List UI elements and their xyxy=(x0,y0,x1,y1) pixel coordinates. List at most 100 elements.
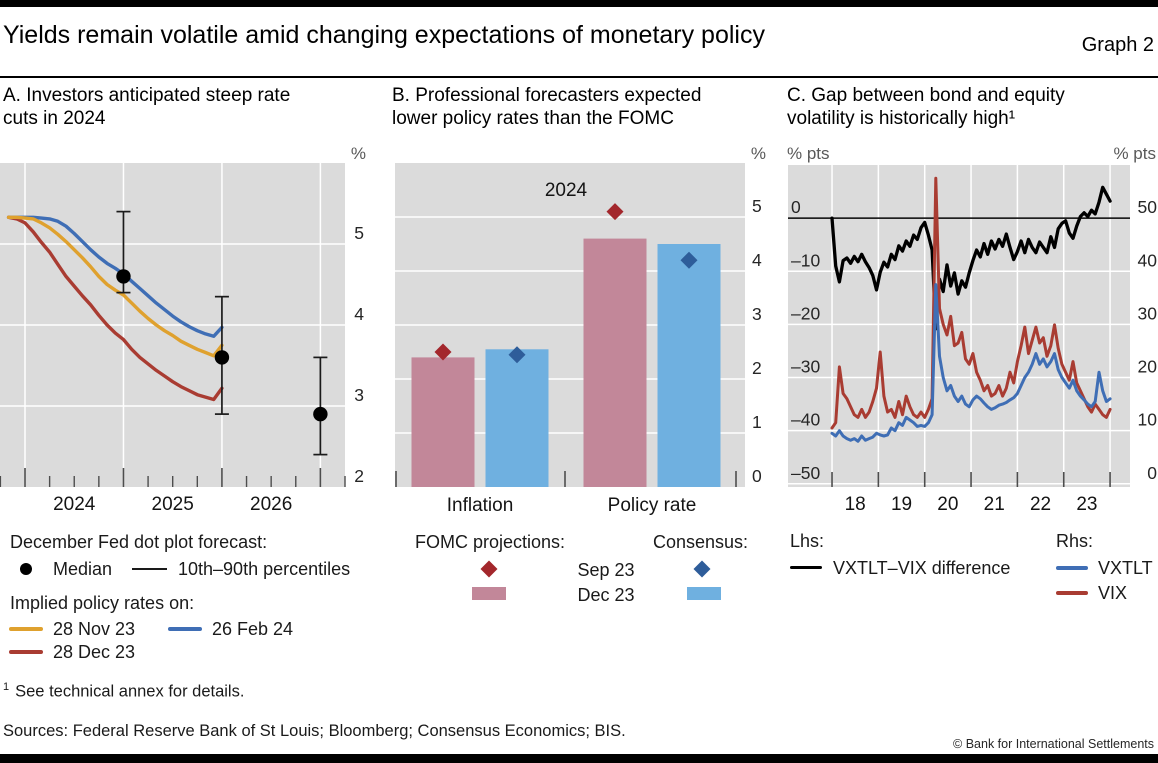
x-axis-label: 18 xyxy=(845,494,866,515)
y-axis-label: 2 xyxy=(752,358,762,378)
diamond-inflation-fomc-projections-sep-23 xyxy=(434,343,452,361)
y-axis-label-left: –30 xyxy=(791,357,820,377)
panel-c-plot-area xyxy=(788,165,1130,487)
y-axis-label: 5 xyxy=(354,223,364,243)
legend-a-median-label: Median xyxy=(53,559,113,579)
footnote-text: See technical annex for details. xyxy=(15,682,245,701)
bar-inflation-consensus-dec-23 xyxy=(485,349,549,487)
bar-policy-rate-fomc-projections-dec-23 xyxy=(583,238,647,487)
legend-c-rhs-heading: Rhs: xyxy=(1056,531,1094,551)
diamond-inflation-consensus-sep-23 xyxy=(508,346,526,364)
y-axis-label-left: 0 xyxy=(791,197,801,217)
legend-a-feb24-label: 26 Feb 24 xyxy=(212,619,294,639)
panel-c-title-line1: C. Gap between bond and equity xyxy=(787,85,1065,106)
footnote-marker: 1 xyxy=(3,681,10,693)
consensus-dec23-bar-icon xyxy=(687,587,721,600)
sources-line: Sources: Federal Reserve Bank of St Loui… xyxy=(3,722,626,740)
fomc-dec23-bar-icon xyxy=(472,587,506,600)
y-axis-label: 1 xyxy=(752,412,762,432)
series-26-feb-24 xyxy=(6,215,224,338)
fed-dot-median xyxy=(116,269,131,284)
legend-a-dec23-label: 28 Dec 23 xyxy=(53,642,136,662)
y-axis-label-left: –40 xyxy=(791,410,820,430)
vxtlt-line-icon xyxy=(1056,566,1088,570)
y-axis-label: 3 xyxy=(354,385,364,405)
y-axis-label: 3 xyxy=(752,304,762,324)
fed-dot-median xyxy=(214,350,230,365)
y-axis-label: 4 xyxy=(752,250,762,270)
panel-a-title: A. Investors anticipated steep rate cuts… xyxy=(3,84,373,130)
year-annotation: 2024 xyxy=(545,180,588,201)
y-axis-label-right: 40 xyxy=(1138,250,1158,270)
y-axis-label: 2 xyxy=(354,466,364,486)
legend-b-consensus-heading: Consensus: xyxy=(653,532,749,552)
nov23-line-icon xyxy=(9,627,43,631)
fed-dot-median xyxy=(313,406,328,422)
legend-a-dotplot-heading: December Fed dot plot forecast: xyxy=(10,532,268,552)
category-label: Policy rate xyxy=(608,495,697,516)
y-axis-label-left: –20 xyxy=(791,303,820,323)
median-dot-icon xyxy=(20,563,32,575)
series-28-nov-23 xyxy=(6,215,224,358)
x-axis-label: 23 xyxy=(1076,494,1097,515)
footnote: 1 See technical annex for details. xyxy=(3,681,244,702)
panel-c-title-line2: volatility is historically high¹ xyxy=(787,108,1016,129)
x-axis-label: 2025 xyxy=(152,494,194,515)
copyright-notice: © Bank for International Settlements xyxy=(953,737,1154,751)
y-axis-label-left: –50 xyxy=(791,463,820,483)
percentile-line-icon xyxy=(132,568,167,570)
x-axis-label: 22 xyxy=(1030,494,1051,515)
diamond-policy-rate-consensus-sep-23 xyxy=(680,251,698,269)
series-vxtlt xyxy=(830,283,1112,443)
bar-inflation-fomc-projections-dec-23 xyxy=(411,357,475,487)
y-axis-label-right: 50 xyxy=(1138,197,1158,217)
series-28-dec-23 xyxy=(6,215,224,402)
graph-number-label: Graph 2 xyxy=(1081,34,1154,56)
panel-c-unit-right-label: % pts xyxy=(1113,144,1156,163)
panel-b-title: B. Professional forecasters expected low… xyxy=(392,84,762,130)
legend-a-implied-heading: Implied policy rates on: xyxy=(10,593,195,613)
y-axis-label-right: 30 xyxy=(1138,303,1158,323)
legend-b-dec23-label: Dec 23 xyxy=(577,585,635,605)
top-border xyxy=(0,0,1158,7)
panel-b-unit-label: % xyxy=(750,144,766,163)
y-axis-label-right: 20 xyxy=(1138,357,1158,377)
header-divider xyxy=(0,76,1158,78)
category-label: Inflation xyxy=(447,495,514,516)
y-axis-label: 5 xyxy=(752,196,762,216)
y-axis-label: 0 xyxy=(752,466,762,486)
legend-c-difference-label: VXTLT–VIX difference xyxy=(833,558,1011,578)
feb24-line-icon xyxy=(168,627,202,631)
legend-c-vix-label: VIX xyxy=(1098,583,1128,603)
x-axis-label: 20 xyxy=(937,494,958,515)
x-axis-label: 2026 xyxy=(250,494,292,515)
y-axis-label: 4 xyxy=(354,304,364,324)
legend-a-percentiles-label: 10th–90th percentiles xyxy=(178,559,351,579)
bar-policy-rate-consensus-dec-23 xyxy=(657,244,721,487)
x-axis-label: 19 xyxy=(891,494,912,515)
page-title: Yields remain volatile amid changing exp… xyxy=(3,21,765,49)
legend-b-fomc-heading: FOMC projections: xyxy=(415,532,566,552)
series-vix xyxy=(830,176,1112,430)
x-axis-label: 21 xyxy=(984,494,1005,515)
diamond-policy-rate-fomc-projections-sep-23 xyxy=(606,203,624,221)
panel-a-title-line1: A. Investors anticipated steep rate xyxy=(3,85,291,106)
legend-b-sep23-label: Sep 23 xyxy=(577,560,635,580)
panel-b-title-line1: B. Professional forecasters expected xyxy=(392,85,702,106)
legend-c-lhs-heading: Lhs: xyxy=(790,531,825,551)
y-axis-label-right: 0 xyxy=(1147,463,1157,483)
dec23-line-icon xyxy=(9,650,43,654)
x-axis-label: 2024 xyxy=(53,494,96,515)
legend-c-vxtlt-label: VXTLT xyxy=(1098,558,1153,578)
series-vxtlt-vix-difference xyxy=(830,185,1112,331)
panel-a-unit-label: % xyxy=(350,144,366,163)
legend-a-nov23-label: 28 Nov 23 xyxy=(53,619,136,639)
vix-line-icon xyxy=(1056,591,1088,595)
panel-b-title-line2: lower policy rates than the FOMC xyxy=(392,108,674,129)
panel-c-unit-left-label: % pts xyxy=(787,144,830,163)
panel-a-title-line2: cuts in 2024 xyxy=(3,108,106,129)
difference-line-icon xyxy=(790,566,822,569)
bottom-border xyxy=(0,754,1158,763)
y-axis-label-left: –10 xyxy=(791,250,820,270)
